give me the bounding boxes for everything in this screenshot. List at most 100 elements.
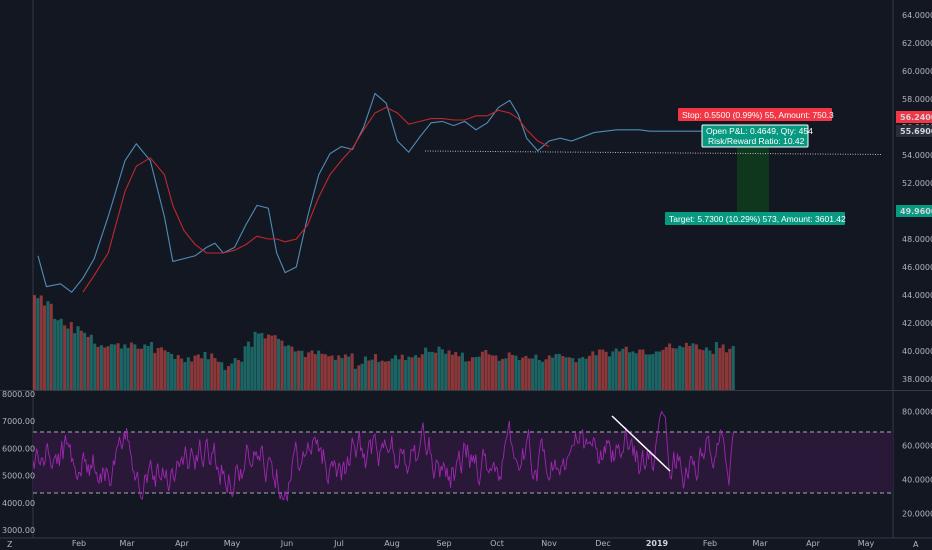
volume-bar	[728, 348, 732, 390]
volume-bar	[454, 352, 458, 390]
stop-price-tag-text: 56.2400	[900, 113, 932, 122]
volume-bar	[140, 348, 144, 390]
volume-bar	[654, 351, 658, 390]
volume-bar	[684, 342, 688, 390]
volume-bar	[303, 357, 307, 390]
oscillator-left-axis[interactable]: 8000.00 7000.00 6000.00 5000.00 4000.00 3000.…	[2, 390, 35, 535]
volume-bar	[267, 334, 271, 390]
price-axis-tick: 58.0000	[902, 95, 932, 104]
volume-bar	[377, 361, 381, 390]
volume-bar	[310, 350, 314, 390]
volume-bar	[387, 361, 391, 390]
target-zone[interactable]	[737, 139, 769, 213]
volume-bar	[133, 344, 137, 390]
target-label-text: Target: 5.7300 (10.29%) 573, Amount: 360…	[669, 214, 846, 224]
volume-bar	[283, 346, 287, 390]
volume-bar	[126, 347, 130, 390]
price-axis-tick: 38.0000	[902, 375, 932, 384]
volume-bar	[618, 351, 622, 390]
price-axis-tick: 60.0000	[902, 67, 932, 76]
time-axis-tick: Mar	[119, 539, 135, 548]
volume-bar	[236, 359, 240, 390]
price-axis-tick: 48.0000	[902, 235, 932, 244]
volume-bar	[551, 357, 555, 390]
volume-bar	[150, 342, 154, 390]
stop-label[interactable]: Stop: 0.5500 (0.99%) 55, Amount: 750.3	[678, 108, 834, 121]
volume-bar	[397, 359, 401, 390]
volume-bar	[210, 353, 214, 390]
time-axis-tick: Apr	[175, 539, 190, 548]
current-price-tag: 55.6900	[896, 125, 932, 137]
volume-bar	[374, 354, 378, 390]
volume-bar	[99, 345, 103, 390]
auto-scale-button[interactable]: A	[913, 540, 919, 549]
volume-bar	[668, 343, 672, 390]
volume-bar	[554, 354, 558, 390]
volume-bar	[363, 356, 367, 390]
volume-bar	[644, 354, 648, 390]
volume-bar	[313, 354, 317, 390]
target-label[interactable]: Target: 5.7300 (10.29%) 573, Amount: 360…	[665, 212, 846, 225]
volume-bar	[450, 354, 454, 390]
time-axis[interactable]: Feb Mar Apr May Jun Jul Aug Sep Oct Nov Dec 2019 Feb…	[72, 539, 875, 548]
volume-bar	[123, 344, 127, 390]
volume-bar	[173, 359, 177, 390]
volume-bar	[243, 346, 247, 390]
volume-bar	[628, 352, 632, 390]
volume-bar	[33, 295, 37, 390]
volume-bar	[113, 344, 117, 390]
volume-bar	[257, 333, 261, 390]
price-axis-tick: 44.0000	[902, 291, 932, 300]
volume-bar	[280, 340, 284, 390]
volume-bar	[634, 353, 638, 390]
oscillator-right-axis[interactable]: 80.0000 60.0000 40.0000 20.0000	[902, 408, 932, 519]
volume-bar	[614, 348, 618, 390]
volume-bar	[661, 349, 665, 390]
volume-bar	[226, 366, 230, 390]
time-axis-tick: Feb	[703, 539, 717, 548]
volume-bar	[353, 368, 357, 390]
oscillator-trend-line[interactable]	[611, 415, 671, 472]
entry-line[interactable]	[424, 150, 883, 155]
volume-bar	[49, 303, 53, 390]
volume-bar	[96, 346, 100, 390]
volume-bar	[357, 365, 361, 390]
volume-bar	[73, 333, 77, 390]
zoom-corner-button[interactable]: Z	[7, 540, 13, 549]
volume-bar	[474, 357, 478, 390]
volume-bar	[587, 355, 591, 390]
volume-bar	[230, 363, 234, 390]
pnl-label[interactable]: Open P&L: 0.4649, Qty: 454 Risk/Reward R…	[701, 124, 813, 148]
time-axis-tick: Jul	[333, 539, 344, 548]
volume-bar	[220, 362, 224, 390]
volume-bar	[146, 346, 150, 390]
volume-bar	[430, 351, 434, 390]
volume-bar	[664, 347, 668, 390]
volume-bar	[103, 347, 107, 390]
volume-bar	[708, 350, 712, 390]
volume-bar	[467, 361, 471, 390]
volume-bar	[491, 355, 495, 390]
volume-bar	[694, 344, 698, 390]
volume-bar	[277, 338, 281, 390]
volume-bar	[541, 361, 545, 390]
volume-bar	[160, 347, 164, 390]
volume-bar	[594, 355, 598, 390]
volume-bar	[129, 342, 133, 390]
volume-bar	[79, 330, 83, 390]
volume-bar	[601, 349, 605, 390]
volume-bar	[153, 352, 157, 390]
volume-bar	[701, 350, 705, 390]
oscillator-axis-tick: 20.0000	[902, 510, 932, 519]
time-axis-tick: Aug	[384, 539, 400, 548]
volume-bar	[427, 351, 431, 390]
volume-bar	[290, 346, 294, 390]
volume-bar	[166, 351, 170, 390]
volume-bar	[641, 349, 645, 390]
volume-bar	[674, 348, 678, 390]
volume-bar	[63, 325, 67, 390]
volume-bar	[698, 349, 702, 390]
volume-bar	[561, 356, 565, 390]
volume-bar	[83, 332, 87, 390]
